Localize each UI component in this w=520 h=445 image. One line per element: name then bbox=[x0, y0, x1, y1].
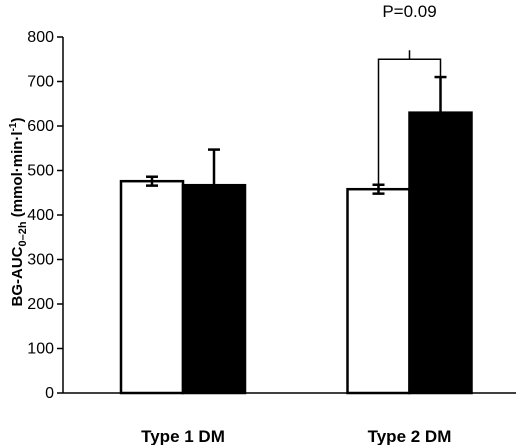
svg-text:BG-AUC0–2h (mmol·min·l-1): BG-AUC0–2h (mmol·min·l-1) bbox=[8, 118, 29, 307]
y-axis-title-subscript: 0–2h bbox=[17, 221, 29, 246]
y-tick-label: 200 bbox=[27, 296, 54, 313]
y-tick-label: 100 bbox=[27, 341, 54, 358]
y-axis-title-main: BG-AUC bbox=[9, 246, 26, 306]
y-axis-title: BG-AUC0–2h (mmol·min·l-1) bbox=[8, 118, 29, 307]
y-tick-label: 600 bbox=[27, 118, 54, 135]
y-tick-label: 400 bbox=[27, 207, 54, 224]
p-value-label: P=0.09 bbox=[382, 2, 436, 21]
x-category-label: Type 2 DM bbox=[368, 427, 452, 445]
bar bbox=[119, 179, 185, 395]
bar bbox=[181, 183, 247, 395]
y-tick-label: 500 bbox=[27, 163, 54, 180]
bar bbox=[408, 111, 473, 395]
annotations: P=0.09 bbox=[377, 2, 442, 189]
y-axis-title-unit: (mmol·min·l bbox=[9, 131, 26, 221]
y-axis: 0 100 200 300 400 500 600 700 800 bbox=[27, 29, 64, 402]
y-tick-label: 300 bbox=[27, 252, 54, 269]
y-tick-label: 800 bbox=[27, 29, 54, 46]
y-axis-title-unit-close: ) bbox=[9, 118, 26, 123]
x-axis: Type 1 DM Type 2 DM bbox=[63, 392, 516, 445]
x-category-label: Type 1 DM bbox=[141, 427, 225, 445]
y-tick-label: 0 bbox=[45, 385, 54, 402]
bar bbox=[346, 187, 411, 395]
bars bbox=[119, 75, 473, 395]
y-tick-label: 700 bbox=[27, 74, 54, 91]
y-axis-title-unit-exponent: -1 bbox=[8, 122, 19, 131]
